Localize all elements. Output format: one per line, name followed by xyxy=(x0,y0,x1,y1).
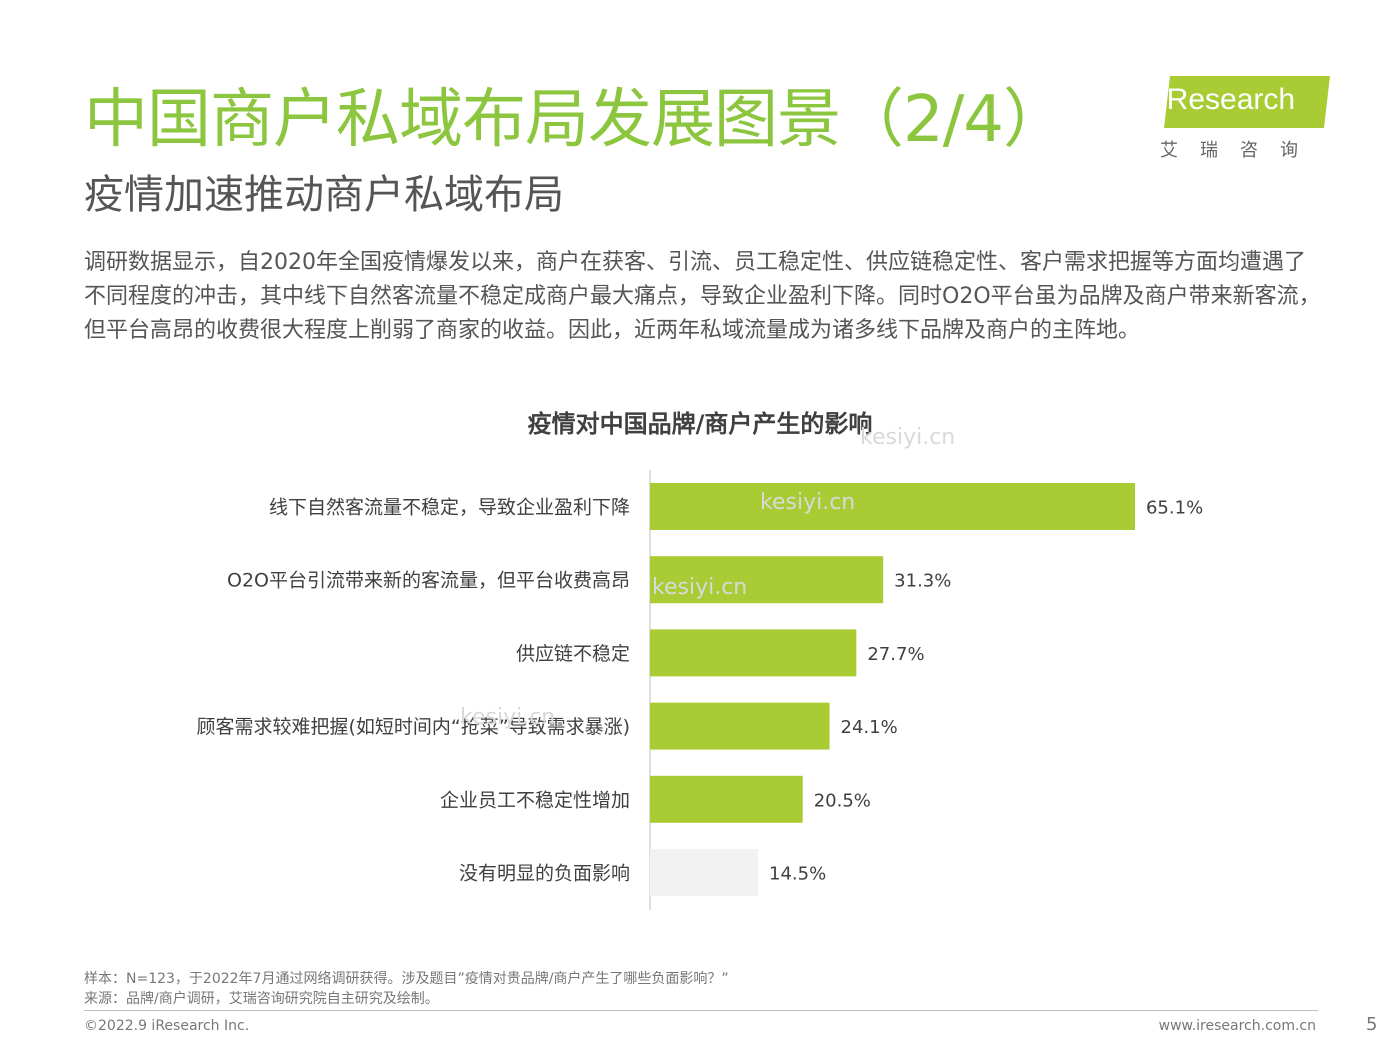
value-label: 14.5% xyxy=(769,864,826,885)
footer-copyright: ©2022.9 iResearch Inc. xyxy=(84,1018,250,1034)
bar xyxy=(650,556,884,604)
bar xyxy=(650,483,1135,530)
logo-subtext: 艾瑞咨询 xyxy=(1160,140,1320,161)
page-subtitle: 疫情加速推动商户私域布局 xyxy=(84,172,564,218)
logo-badge-icon xyxy=(1164,76,1330,128)
category-label: 线下自然客流量不稳定，导致企业盈利下降 xyxy=(269,497,630,519)
iresearch-logo: iResearch 艾瑞咨询 xyxy=(1150,74,1330,164)
value-label: 27.7% xyxy=(867,644,924,665)
category-label: 供应链不稳定 xyxy=(516,643,630,665)
footnote-source: 来源：品牌/商户调研，艾瑞咨询研究院自主研究及绘制。 xyxy=(84,991,439,1007)
value-label: 20.5% xyxy=(814,790,871,811)
logo-wordmark: iResearch xyxy=(1160,83,1296,116)
watermark-text: kesiyi.cn xyxy=(460,705,556,730)
bar xyxy=(650,629,857,677)
bar xyxy=(650,775,803,823)
value-label: 65.1% xyxy=(1146,498,1203,519)
watermark-text: kesiyi.cn xyxy=(860,425,956,450)
category-label: 企业员工不稳定性增加 xyxy=(440,789,630,811)
value-label: 31.3% xyxy=(894,571,951,592)
footer-divider xyxy=(84,1010,1318,1011)
category-label: 没有明显的负面影响 xyxy=(459,863,630,885)
bar xyxy=(650,849,759,896)
watermark-text: kesiyi.cn xyxy=(652,575,748,600)
footer-website: www.iresearch.com.cn xyxy=(1158,1018,1316,1034)
page-title: 中国商户私域布局发展图景（2/4） xyxy=(84,83,1067,157)
category-label: 顾客需求较难把握(如短时间内“抢菜”导致需求暴涨) xyxy=(196,716,630,738)
footnote-sample: 样本：N=123，于2022年7月通过网络调研获得。涉及题目”疫情对贵品牌/商户… xyxy=(84,971,729,987)
watermark-text: kesiyi.cn xyxy=(760,490,856,515)
page-number: 5 xyxy=(1366,1014,1378,1035)
chart-title: 疫情对中国品牌/商户产生的影响 xyxy=(527,410,873,438)
bar xyxy=(650,702,830,750)
intro-paragraph: 调研数据显示，自2020年全国疫情爆发以来，商户在获客、引流、员工稳定性、供应链… xyxy=(84,250,1321,343)
value-label: 24.1% xyxy=(841,717,898,738)
category-label: O2O平台引流带来新的客流量，但平台收费高昂 xyxy=(227,570,630,592)
